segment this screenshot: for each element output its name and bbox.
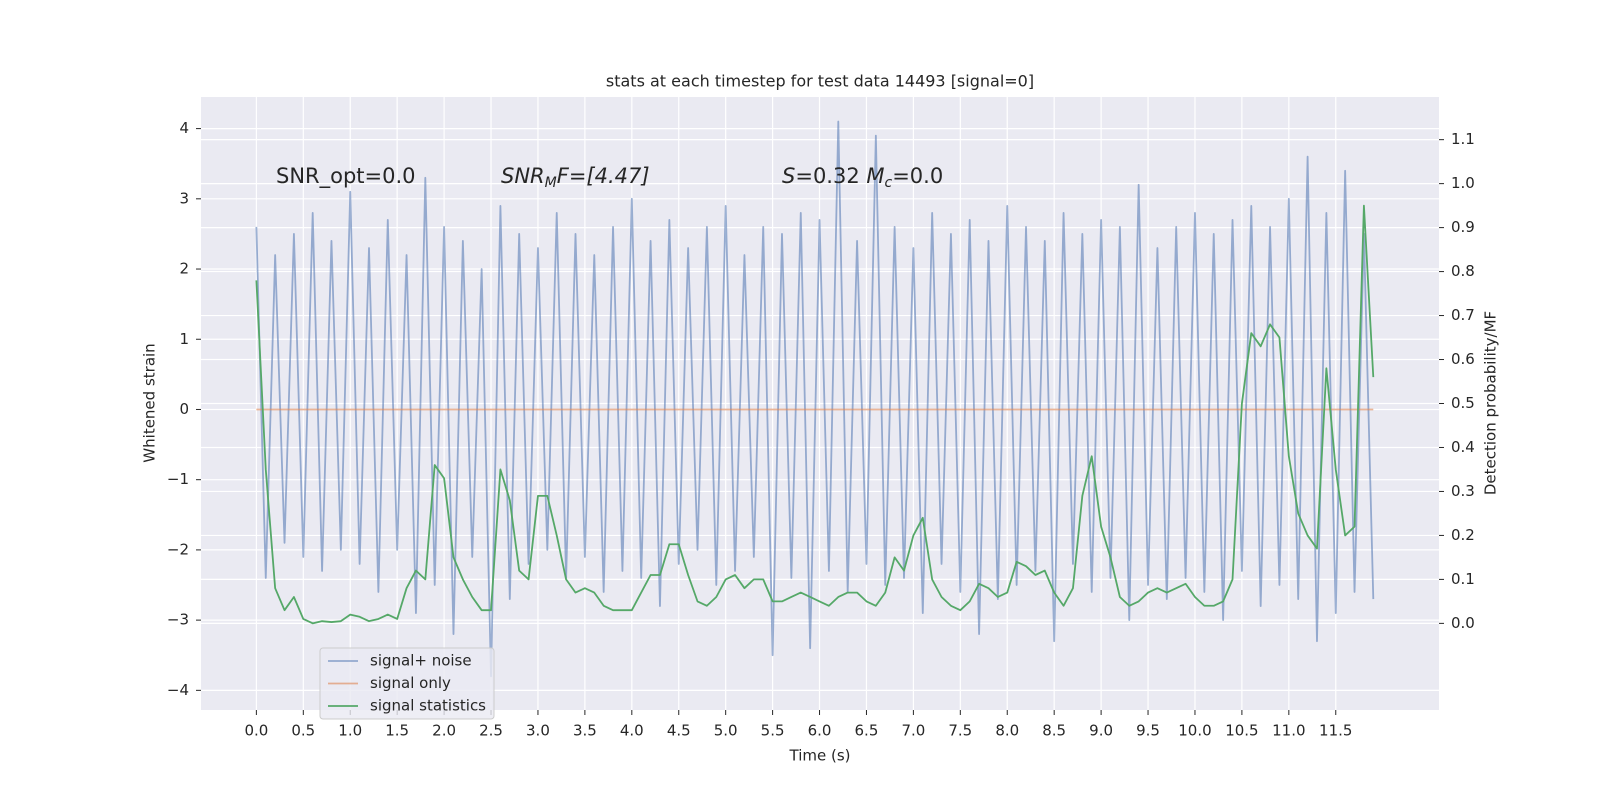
chart-title: stats at each timestep for test data 144… (606, 72, 1034, 91)
annotation: S=0.32 Mc=0.0 (782, 164, 943, 191)
y-tick-label: −3 (167, 611, 189, 629)
y-tick-label: −2 (167, 540, 189, 558)
x-tick-label: 1.5 (385, 722, 409, 740)
x-tick-label: 11.5 (1319, 722, 1352, 740)
x-tick-label: 7.5 (948, 722, 972, 740)
x-tick-label: 10.5 (1225, 722, 1258, 740)
x-tick-label: 3.0 (526, 722, 550, 740)
x-tick-label: 5.0 (714, 722, 738, 740)
annotation: SNRMF=[4.47] (501, 164, 650, 191)
x-tick-label: 8.0 (995, 722, 1019, 740)
series-line (255, 204, 1375, 625)
x-axis-label: Time (s) (789, 747, 851, 765)
legend-box (319, 647, 495, 720)
y-axis-label: Whitened strain (141, 343, 159, 462)
y2-tick-label: 0.7 (1451, 306, 1475, 324)
marks (255, 120, 1375, 678)
annotation-part: c (885, 175, 893, 191)
annotation-part: =0.0 (892, 164, 943, 188)
x-tick-label: 3.5 (573, 722, 597, 740)
x-tick-label: 11.0 (1272, 722, 1305, 740)
legend-label: signal only (370, 674, 451, 692)
legend: signal+ noise signal only signal statistic… (319, 647, 495, 720)
y-tick-label: 0 (179, 400, 189, 418)
y-tick-label: −1 (167, 470, 189, 488)
x-tick-label: 4.5 (667, 722, 691, 740)
y2-tick-label: 0.6 (1451, 350, 1475, 368)
legend-label: signal+ noise (370, 652, 472, 670)
annotation-part: F=[4.47] (557, 164, 650, 188)
annotation-part: M (545, 175, 557, 191)
annotation-part: M (866, 164, 884, 188)
y2-tick-label: 0.1 (1451, 570, 1475, 588)
y2-axis-label: Detection probability/MF (1482, 311, 1500, 495)
y2-tick-label: 0.5 (1451, 394, 1475, 412)
annotation-part: SNR_opt=0.0 (276, 164, 416, 189)
y2-tick-label: 0.2 (1451, 526, 1475, 544)
y-tick-label: 1 (179, 330, 189, 348)
x-tick-label: 6.0 (808, 722, 832, 740)
x-tick-label: 2.5 (479, 722, 503, 740)
y-tick-label: −4 (167, 681, 189, 699)
x-tick-label: 0.0 (244, 722, 268, 740)
y2-tick-label: 1.1 (1451, 130, 1475, 148)
y2-tick-label: 0.0 (1451, 614, 1475, 632)
x-tick-label: 9.0 (1089, 722, 1113, 740)
x-tick-label: 8.5 (1042, 722, 1066, 740)
y2-tick-label: 0.8 (1451, 262, 1475, 280)
y-tick-label: 3 (179, 189, 189, 207)
y-tick-label: 2 (179, 260, 189, 278)
series-line (255, 120, 1375, 678)
x-tick-label: 1.0 (338, 722, 362, 740)
legend-label: signal statistics (370, 697, 486, 715)
x-tick-label: 0.5 (291, 722, 315, 740)
x-tick-label: 6.5 (855, 722, 879, 740)
x-tick-label: 7.0 (901, 722, 925, 740)
x-tick-label: 9.5 (1136, 722, 1160, 740)
y2-tick-label: 0.4 (1451, 438, 1475, 456)
y2-tick-label: 0.3 (1451, 482, 1475, 500)
y-tick-label: 4 (179, 119, 189, 137)
annotation: SNR_opt=0.0 (276, 164, 416, 189)
x-tick-label: 2.0 (432, 722, 456, 740)
y2-tick-label: 0.9 (1451, 218, 1475, 236)
x-tick-label: 4.0 (620, 722, 644, 740)
y2-tick-label: 1.0 (1451, 174, 1475, 192)
annotation-part: S (782, 164, 795, 188)
x-tick-label: 10.0 (1178, 722, 1211, 740)
x-tick-label: 5.5 (761, 722, 785, 740)
annotation-part: SNR (501, 164, 545, 188)
annotation-part: =0.32 (795, 164, 866, 188)
